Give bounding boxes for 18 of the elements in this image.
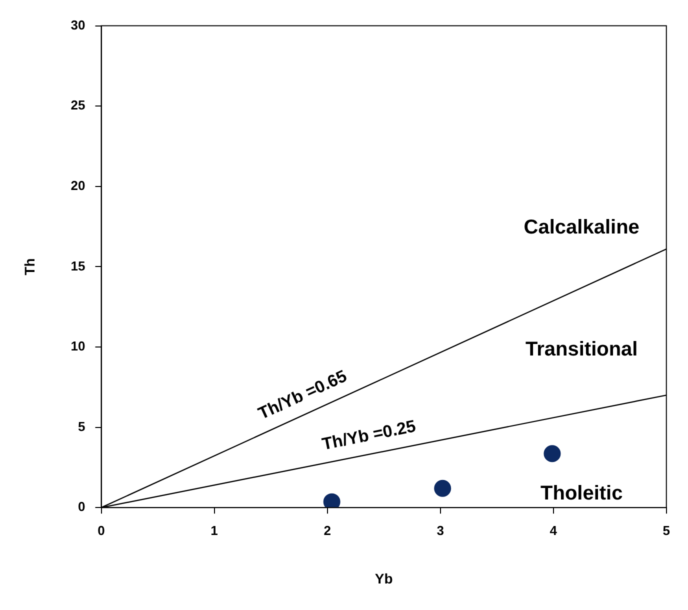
y-tick-label: 15: [70, 258, 86, 274]
y-tick-label: 20: [70, 178, 86, 193]
x-tick-label: 1: [210, 522, 218, 538]
y-tick-label: 0: [78, 499, 86, 514]
x-tick-label: 4: [550, 522, 558, 538]
x-tick-label: 5: [662, 522, 670, 538]
x-tick-label: 0: [98, 522, 105, 538]
y-tick-label: 5: [78, 418, 86, 434]
y-tick-label: 10: [70, 338, 86, 354]
x-tick-label: 3: [436, 522, 444, 538]
annotation: Transitional: [525, 338, 638, 360]
annotation: Calcalkaline: [524, 216, 640, 238]
y-tick-label: 30: [70, 17, 86, 32]
x-tick-label: 2: [324, 522, 331, 538]
y-tick-label: 25: [70, 98, 86, 113]
x-axis-title: Yb: [374, 570, 393, 586]
y-axis-title: Th: [21, 258, 38, 276]
annotation: Tholeitic: [540, 482, 623, 505]
